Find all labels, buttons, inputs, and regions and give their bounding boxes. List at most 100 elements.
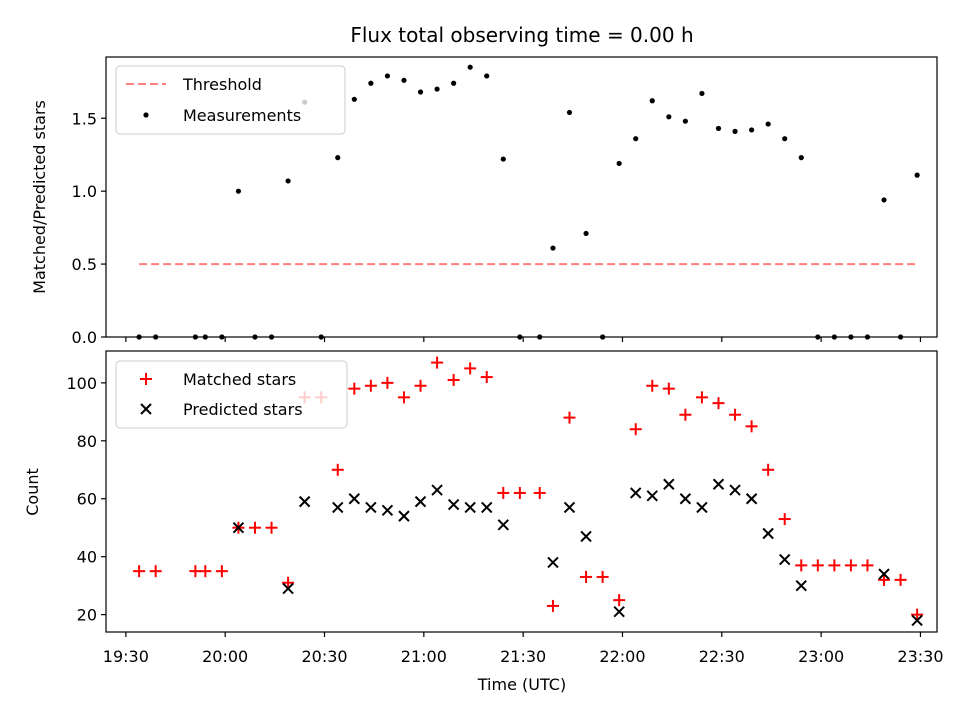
- count-x-axis: 19:30 20:00 20:30 21:00 21:30 22:00 22:30 23:00…: [103, 632, 944, 666]
- measurement-point: [699, 90, 705, 97]
- matched-point: [265, 521, 278, 534]
- measurement-point: [434, 86, 440, 92]
- y-tick-label: 1.0: [72, 182, 97, 201]
- matched-point: [778, 513, 791, 526]
- matched-point: [497, 486, 510, 499]
- predicted-point: [282, 582, 294, 595]
- y-tick-label: 60: [77, 490, 97, 509]
- y-tick-label: 100: [66, 374, 97, 393]
- measurement-point: [285, 178, 291, 184]
- predicted-point: [679, 493, 692, 505]
- x-tick-label: 23:00: [798, 647, 844, 666]
- matched-point: [414, 379, 427, 392]
- predicted-point: [365, 501, 377, 514]
- matched-point: [629, 423, 642, 436]
- matched-point: [844, 559, 857, 572]
- matched-point: [397, 391, 410, 404]
- count-legend: Matched stars Predicted stars: [115, 360, 348, 429]
- x-tick-label: 22:00: [599, 647, 645, 666]
- predicted-point: [745, 493, 758, 505]
- matched-point: [431, 356, 444, 369]
- predicted-point: [712, 478, 725, 490]
- matched-point: [580, 570, 593, 583]
- measurement-point: [467, 64, 473, 70]
- predicted-point: [778, 553, 791, 566]
- matched-point: [828, 559, 841, 572]
- x-tick-label: 21:00: [401, 647, 447, 666]
- x-tick-label: 20:00: [202, 647, 248, 666]
- measurement-point: [583, 230, 589, 237]
- matched-point: [762, 463, 775, 476]
- ratio-plot-area: [136, 64, 920, 340]
- matched-point: [646, 379, 659, 392]
- predicted-point: [563, 501, 576, 514]
- matched-point: [878, 573, 891, 586]
- predicted-point: [547, 556, 559, 569]
- predicted-point: [729, 484, 741, 496]
- chart-title: Flux total observing time = 0.00 h: [350, 23, 693, 47]
- measurement-point: [500, 156, 506, 162]
- matched-point: [199, 565, 212, 578]
- predicted-point: [348, 493, 361, 505]
- x-tick-label: 23:30: [897, 647, 943, 666]
- matched-point: [447, 373, 460, 386]
- measurement-point: [782, 136, 788, 142]
- matched-point: [729, 408, 742, 421]
- matched-point: [248, 521, 261, 534]
- predicted-point: [332, 501, 344, 514]
- ratio-x-axis: [125, 337, 922, 342]
- x-tick-label: 20:30: [301, 647, 347, 666]
- y-tick-label: 20: [77, 606, 97, 625]
- matched-point: [811, 559, 824, 572]
- matched-point: [533, 486, 546, 499]
- legend-matched-label: Matched stars: [183, 370, 296, 389]
- measurement-point: [633, 136, 639, 142]
- matched-point: [613, 594, 626, 607]
- y-tick-label: 0.0: [72, 328, 97, 347]
- predicted-point: [497, 519, 509, 531]
- measurement-point: [351, 96, 357, 102]
- measurement-point: [566, 109, 573, 116]
- predicted-point: [663, 478, 675, 490]
- measurement-point: [666, 114, 672, 120]
- measurement-point: [384, 73, 391, 79]
- predicted-point: [232, 522, 245, 534]
- measurement-point: [550, 245, 556, 251]
- ratio-legend: Threshold Measurements: [115, 65, 346, 135]
- matched-point: [133, 565, 146, 578]
- x-axis-label: Time (UTC): [477, 675, 566, 694]
- y-tick-label: 1.5: [72, 109, 97, 128]
- matched-point: [546, 599, 559, 612]
- measurement-point: [235, 188, 242, 194]
- legend-predicted-swatch: [140, 403, 152, 415]
- ratio-plot-frame: [105, 56, 938, 338]
- measurement-point: [335, 155, 341, 161]
- matched-point: [679, 408, 692, 421]
- measurement-point: [748, 127, 755, 133]
- measurement-point: [798, 155, 804, 161]
- matched-point: [662, 382, 675, 395]
- matched-point: [381, 376, 394, 389]
- matched-point: [282, 576, 295, 589]
- y-tick-label: 80: [77, 432, 97, 451]
- predicted-point: [481, 501, 493, 514]
- matched-point: [795, 559, 808, 572]
- measurement-point: [715, 125, 722, 132]
- matched-point: [894, 573, 907, 586]
- matched-point: [695, 391, 708, 404]
- legend-measurements-label: Measurements: [183, 106, 301, 125]
- measurement-point: [682, 118, 688, 124]
- matched-point: [513, 486, 526, 499]
- predicted-point: [696, 501, 708, 514]
- matched-point: [364, 379, 377, 392]
- predicted-point: [447, 498, 460, 511]
- ratio-y-axis: 0.0 0.5 1.0 1.5: [72, 109, 106, 347]
- x-tick-label: 22:30: [699, 647, 745, 666]
- legend-threshold-label: Threshold: [182, 75, 262, 94]
- count-y-axis: 20 40 60 80 100: [66, 374, 106, 625]
- predicted-point: [398, 510, 410, 522]
- count-y-axis-label: Count: [23, 468, 42, 516]
- predicted-point: [646, 490, 658, 502]
- measurement-point: [451, 80, 457, 86]
- predicted-point: [613, 606, 625, 618]
